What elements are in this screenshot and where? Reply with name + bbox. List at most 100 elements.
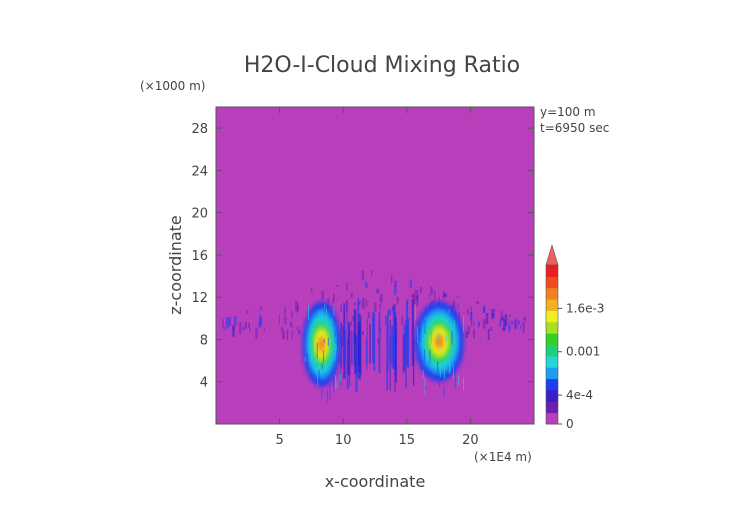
anvil-cell bbox=[239, 322, 242, 334]
anvil-cell bbox=[503, 319, 506, 330]
anvil-cell bbox=[430, 286, 433, 295]
left-core-texture bbox=[304, 357, 306, 362]
anvil-cell bbox=[413, 292, 416, 304]
anvil-cell bbox=[491, 308, 495, 320]
colorbar-segment-11 bbox=[546, 287, 558, 300]
left-core-texture bbox=[330, 334, 332, 344]
anvil-cell bbox=[289, 322, 293, 328]
left-core-texture bbox=[316, 342, 318, 359]
anvil-cell bbox=[260, 306, 262, 311]
left-core-texture bbox=[322, 350, 324, 363]
anvil-cell bbox=[490, 327, 493, 331]
anvil-cell bbox=[242, 327, 245, 332]
anvil-cell bbox=[297, 304, 299, 313]
right-core-texture bbox=[420, 351, 422, 357]
anvil-cell bbox=[457, 303, 459, 309]
left-core-texture bbox=[321, 388, 323, 399]
anvil-cell bbox=[384, 315, 388, 325]
anvil-cell bbox=[519, 325, 522, 330]
anvil-cell bbox=[280, 327, 284, 332]
anvil-cell bbox=[501, 316, 504, 321]
colorbar-segment-4 bbox=[546, 367, 558, 380]
anvil-cell bbox=[278, 314, 280, 324]
x-tick-label-3: 20 bbox=[462, 433, 479, 448]
anvil-cell bbox=[232, 325, 234, 336]
right-core-texture bbox=[445, 335, 447, 341]
x-axis: 5 10 15 20 bbox=[275, 107, 479, 448]
anvil-cell bbox=[340, 304, 342, 312]
left-core-texture bbox=[312, 339, 314, 350]
anvil-cell bbox=[476, 301, 479, 304]
anvil-cell bbox=[233, 315, 237, 326]
anvil-cell bbox=[282, 330, 285, 340]
anvil-cell bbox=[470, 311, 472, 322]
anvil-cell bbox=[473, 320, 475, 326]
right-core-texture bbox=[430, 332, 432, 345]
streak-cell bbox=[340, 322, 342, 370]
right-core-texture bbox=[430, 321, 432, 340]
anvil-cell bbox=[467, 325, 470, 335]
right-core-texture bbox=[415, 336, 417, 344]
anvil-cell bbox=[350, 292, 353, 298]
streak-cell bbox=[395, 317, 397, 383]
anvil-cell bbox=[478, 320, 480, 328]
colorbar-segment-8 bbox=[546, 321, 558, 334]
anvil-cell bbox=[509, 314, 511, 317]
streak-cell bbox=[360, 316, 362, 377]
left-core-texture bbox=[321, 324, 323, 331]
right-core-texture bbox=[431, 323, 433, 335]
anvil-cell bbox=[390, 275, 393, 284]
streak-cell bbox=[355, 335, 358, 373]
left-core-texture bbox=[321, 363, 323, 370]
anvil-cell bbox=[246, 310, 249, 314]
right-core-texture bbox=[458, 375, 460, 387]
anvil-cell bbox=[416, 296, 419, 307]
streak-cell bbox=[389, 320, 391, 391]
y-tick-label-0: 4 bbox=[200, 376, 208, 391]
streak-cell bbox=[347, 322, 351, 376]
anvil-cell bbox=[518, 320, 520, 325]
left-core-level-7 bbox=[319, 339, 324, 350]
y-tick-label-3: 16 bbox=[191, 249, 208, 264]
left-core-texture bbox=[326, 390, 328, 403]
anvil-cell bbox=[466, 308, 469, 316]
streak-cell bbox=[391, 325, 394, 367]
y-tick-label-6: 28 bbox=[191, 122, 208, 137]
streak-cell bbox=[366, 318, 368, 370]
x-units-label: (×1E4 m) bbox=[474, 450, 532, 464]
anvil-cell bbox=[513, 320, 517, 330]
anvil-cell bbox=[367, 312, 370, 319]
streak-cell bbox=[372, 311, 375, 363]
left-core-texture bbox=[316, 357, 318, 373]
right-core-texture bbox=[439, 382, 441, 387]
anvil-cell bbox=[470, 321, 473, 326]
left-core-texture bbox=[329, 383, 331, 401]
anvil-cell bbox=[223, 326, 225, 332]
left-core-texture bbox=[319, 310, 321, 321]
anvil-cell bbox=[494, 309, 496, 312]
anvil-cell bbox=[420, 286, 423, 294]
right-core-texture bbox=[449, 363, 451, 373]
anvil-cell bbox=[228, 317, 231, 326]
colorbar-segment-6 bbox=[546, 344, 558, 357]
x-axis-label: x-coordinate bbox=[325, 472, 426, 491]
y-units-label: (×1000 m) bbox=[140, 79, 205, 93]
right-core-texture bbox=[448, 308, 450, 314]
right-core-texture bbox=[460, 353, 462, 361]
colorbar-segment-0 bbox=[546, 412, 558, 425]
left-core-texture bbox=[333, 303, 335, 317]
anvil-cell bbox=[291, 310, 293, 319]
left-core-texture bbox=[339, 374, 341, 382]
annotation-y: y=100 m bbox=[540, 105, 596, 119]
anvil-cell bbox=[361, 297, 365, 309]
colorbar-segment-5 bbox=[546, 355, 558, 368]
anvil-cell bbox=[470, 306, 473, 316]
anvil-cell bbox=[222, 318, 224, 329]
left-core-texture bbox=[331, 318, 333, 324]
streak-cell bbox=[407, 317, 410, 368]
left-core-texture bbox=[325, 308, 327, 325]
anvil-cell bbox=[508, 319, 510, 324]
right-core-texture bbox=[463, 377, 465, 391]
left-core-texture bbox=[307, 305, 309, 312]
left-core-texture bbox=[334, 343, 336, 361]
